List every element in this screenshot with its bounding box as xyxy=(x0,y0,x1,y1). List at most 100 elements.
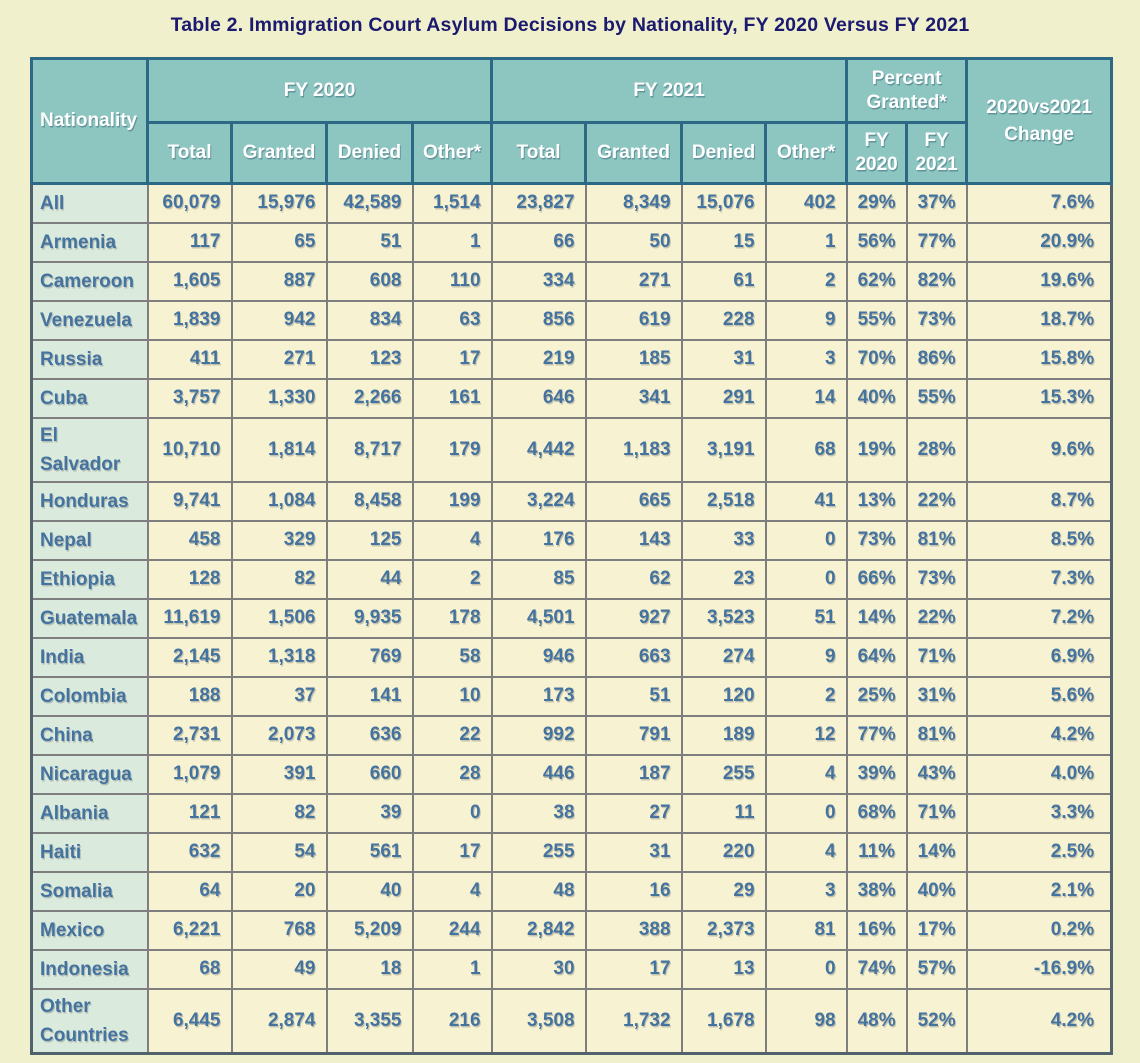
fy2020-other-cell: 17 xyxy=(411,831,493,873)
fy2021-total-cell: 255 xyxy=(490,831,587,873)
change-cell: 4.2% xyxy=(965,987,1113,1054)
fy2020-total-cell: 411 xyxy=(146,338,233,380)
fy2021-other-cell: 0 xyxy=(764,948,848,990)
fy2020-granted-cell: 1,318 xyxy=(230,636,328,678)
fy2020-denied-cell: 39 xyxy=(325,792,414,834)
change-cell: 2.1% xyxy=(965,870,1113,912)
pct-granted-fy2020-cell: 62% xyxy=(845,260,908,302)
fy2020-total-cell: 64 xyxy=(146,870,233,912)
fy2020-other-cell: 161 xyxy=(411,377,493,419)
pct-granted-fy2020-cell: 70% xyxy=(845,338,908,380)
column-group-percent-granted: Percent Granted* xyxy=(845,57,969,124)
fy2020-other-cell: 0 xyxy=(411,792,493,834)
column-header-pct-fy2020: FY 2020 xyxy=(845,121,909,185)
fy2020-total-cell: 1,839 xyxy=(146,299,233,341)
fy2020-denied-cell: 40 xyxy=(325,870,414,912)
pct-granted-fy2020-cell: 11% xyxy=(845,831,908,873)
fy2021-other-cell: 0 xyxy=(764,519,848,561)
fy2021-denied-cell: 228 xyxy=(680,299,767,341)
change-cell: -16.9% xyxy=(965,948,1113,990)
fy2020-granted-cell: 1,814 xyxy=(230,416,328,483)
fy2020-other-cell: 1 xyxy=(411,221,493,263)
fy2021-denied-cell: 3,523 xyxy=(680,597,767,639)
pct-granted-fy2020-cell: 74% xyxy=(845,948,908,990)
pct-granted-fy2021-cell: 73% xyxy=(905,558,968,600)
fy2021-granted-cell: 17 xyxy=(584,948,683,990)
pct-granted-fy2020-cell: 39% xyxy=(845,753,908,795)
column-header-fy2020-granted: Granted xyxy=(230,121,328,185)
fy2020-other-cell: 179 xyxy=(411,416,493,483)
pct-granted-fy2021-cell: 40% xyxy=(905,870,968,912)
pct-granted-fy2021-cell: 57% xyxy=(905,948,968,990)
change-cell: 9.6% xyxy=(965,416,1113,483)
fy2021-granted-cell: 1,732 xyxy=(584,987,683,1054)
nationality-cell: Cameroon xyxy=(30,260,149,302)
pct-granted-fy2021-cell: 71% xyxy=(905,636,968,678)
table-row: El Salvador 10,710 1,814 8,717 179 4,442 1,183… xyxy=(30,416,1113,483)
pct-granted-fy2021-cell: 28% xyxy=(905,416,968,483)
fy2021-denied-cell: 13 xyxy=(680,948,767,990)
fy2021-granted-cell: 1,183 xyxy=(584,416,683,483)
fy2021-denied-cell: 291 xyxy=(680,377,767,419)
fy2020-denied-cell: 9,935 xyxy=(325,597,414,639)
fy2020-denied-cell: 5,209 xyxy=(325,909,414,951)
fy2020-denied-cell: 769 xyxy=(325,636,414,678)
fy2020-other-cell: 22 xyxy=(411,714,493,756)
fy2021-granted-cell: 271 xyxy=(584,260,683,302)
fy2020-total-cell: 117 xyxy=(146,221,233,263)
fy2021-other-cell: 2 xyxy=(764,260,848,302)
fy2021-other-cell: 51 xyxy=(764,597,848,639)
fy2020-granted-cell: 1,506 xyxy=(230,597,328,639)
pct-granted-fy2021-cell: 22% xyxy=(905,597,968,639)
fy2020-granted-cell: 942 xyxy=(230,299,328,341)
pct-granted-fy2021-cell: 17% xyxy=(905,909,968,951)
nationality-cell: Somalia xyxy=(30,870,149,912)
fy2021-granted-cell: 27 xyxy=(584,792,683,834)
table-row: Albania 121 82 39 0 38 27 11 0 68% 71% 3.3% xyxy=(30,792,1113,834)
fy2020-total-cell: 458 xyxy=(146,519,233,561)
fy2020-granted-cell: 2,073 xyxy=(230,714,328,756)
fy2020-denied-cell: 660 xyxy=(325,753,414,795)
fy2020-denied-cell: 608 xyxy=(325,260,414,302)
nationality-cell: Russia xyxy=(30,338,149,380)
fy2021-other-cell: 68 xyxy=(764,416,848,483)
fy2021-other-cell: 3 xyxy=(764,870,848,912)
fy2020-denied-cell: 8,717 xyxy=(325,416,414,483)
fy2021-other-cell: 3 xyxy=(764,338,848,380)
fy2021-denied-cell: 189 xyxy=(680,714,767,756)
pct-granted-fy2021-cell: 22% xyxy=(905,480,968,522)
table-row: China 2,731 2,073 636 22 992 791 189 12 77% 81% 4.2… xyxy=(30,714,1113,756)
fy2020-granted-cell: 391 xyxy=(230,753,328,795)
fy2020-total-cell: 3,757 xyxy=(146,377,233,419)
fy2021-total-cell: 48 xyxy=(490,870,587,912)
pct-granted-fy2020-cell: 13% xyxy=(845,480,908,522)
page-title: Table 2. Immigration Court Asylum Decisi… xyxy=(170,14,970,36)
fy2021-granted-cell: 16 xyxy=(584,870,683,912)
pct-granted-fy2020-cell: 48% xyxy=(845,987,908,1054)
pct-granted-fy2020-cell: 29% xyxy=(845,182,908,224)
fy2021-other-cell: 2 xyxy=(764,675,848,717)
nationality-cell: Armenia xyxy=(30,221,149,263)
fy2020-granted-cell: 65 xyxy=(230,221,328,263)
table-row: Nepal 458 329 125 4 176 143 33 0 73% 81% 8.5% xyxy=(30,519,1113,561)
pct-granted-fy2021-cell: 31% xyxy=(905,675,968,717)
column-header-fy2020-total: Total xyxy=(146,121,233,185)
pct-granted-fy2020-cell: 55% xyxy=(845,299,908,341)
fy2020-total-cell: 128 xyxy=(146,558,233,600)
fy2020-other-cell: 10 xyxy=(411,675,493,717)
pct-granted-fy2021-cell: 55% xyxy=(905,377,968,419)
fy2020-other-cell: 17 xyxy=(411,338,493,380)
fy2020-granted-cell: 887 xyxy=(230,260,328,302)
table-row: Cuba 3,757 1,330 2,266 161 646 341 291 14 40% 55% 1… xyxy=(30,377,1113,419)
fy2020-other-cell: 1,514 xyxy=(411,182,493,224)
fy2020-granted-cell: 768 xyxy=(230,909,328,951)
fy2021-denied-cell: 15,076 xyxy=(680,182,767,224)
fy2021-total-cell: 173 xyxy=(490,675,587,717)
fy2021-total-cell: 66 xyxy=(490,221,587,263)
fy2021-denied-cell: 31 xyxy=(680,338,767,380)
fy2021-denied-cell: 61 xyxy=(680,260,767,302)
nationality-cell: Colombia xyxy=(30,675,149,717)
fy2020-total-cell: 10,710 xyxy=(146,416,233,483)
fy2021-denied-cell: 274 xyxy=(680,636,767,678)
pct-granted-fy2021-cell: 81% xyxy=(905,714,968,756)
